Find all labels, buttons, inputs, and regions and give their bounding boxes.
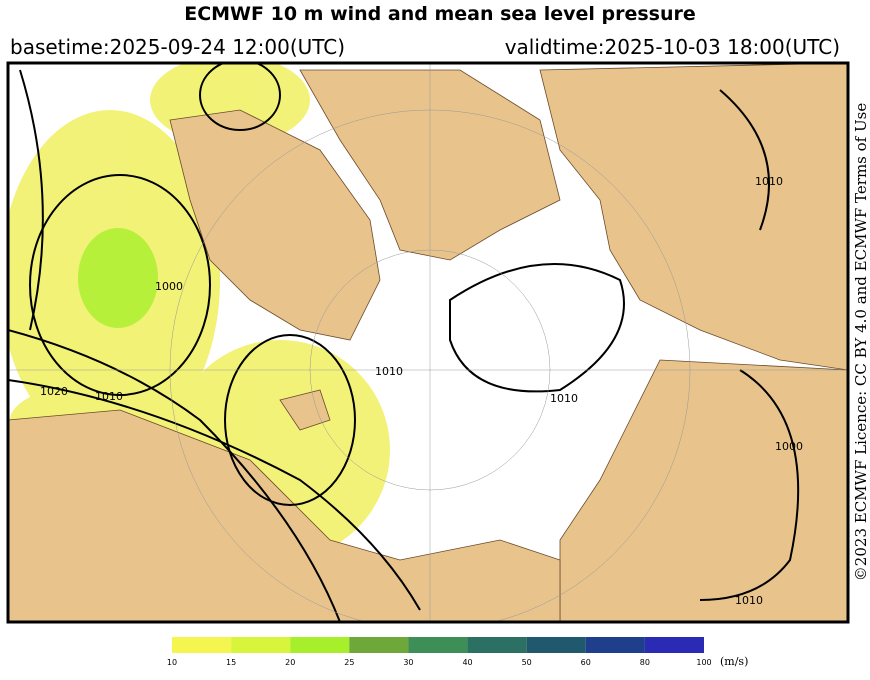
- colorbar-tick-label: 60: [581, 658, 591, 667]
- colorbar-segment: [585, 637, 645, 653]
- colorbar-segment: [526, 637, 586, 653]
- land: [8, 63, 848, 622]
- colorbar-segment: [644, 637, 704, 653]
- isobar-label: 1010: [755, 175, 783, 188]
- isobar-label: 1010: [735, 594, 763, 607]
- colorbar-unit: (m/s): [720, 655, 748, 668]
- wind-shading-strong: [78, 228, 158, 328]
- colorbar-tick-label: 100: [696, 658, 711, 667]
- colorbar-tick-label: 20: [285, 658, 295, 667]
- map-frame: [6, 61, 850, 624]
- colorbar-segment: [467, 637, 527, 653]
- isobar-label: 1010: [375, 365, 403, 378]
- colorbar-tick-label: 40: [462, 658, 472, 667]
- title: ECMWF 10 m wind and mean sea level press…: [184, 3, 696, 25]
- basetime: basetime:2025-09-24 12:00(UTC): [10, 35, 345, 59]
- isobar-label: 1000: [155, 280, 183, 293]
- license: ©2023 ECMWF Licence: CC BY 4.0 and ECMWF…: [852, 103, 870, 582]
- isobar-label: 1010: [550, 392, 578, 405]
- colorbar-segment: [172, 637, 232, 653]
- colorbar: 10 15 20 25 30 40 50 60 80 100 (m/s): [167, 637, 748, 668]
- colorbar-segment: [290, 637, 350, 653]
- isobar-label: 1020: [40, 385, 68, 398]
- isobar-label: 1000: [775, 440, 803, 453]
- colorbar-segment: [231, 637, 291, 653]
- colorbar-tick-label: 50: [522, 658, 532, 667]
- colorbar-tick-label: 80: [640, 658, 650, 667]
- colorbar-tick-label: 10: [167, 658, 177, 667]
- colorbar-tick-label: 15: [226, 658, 236, 667]
- map: 1020 1010 1000 1010 1010 1000 1010 1010: [6, 61, 850, 624]
- colorbar-tick-label: 30: [403, 658, 413, 667]
- isobar-label: 1010: [95, 390, 123, 403]
- colorbar-segment: [349, 637, 409, 653]
- graticule: [8, 63, 848, 622]
- isobars: [8, 63, 800, 622]
- validtime: validtime:2025-10-03 18:00(UTC): [505, 35, 840, 59]
- colorbar-tick-label: 25: [344, 658, 354, 667]
- colorbar-segment: [408, 637, 468, 653]
